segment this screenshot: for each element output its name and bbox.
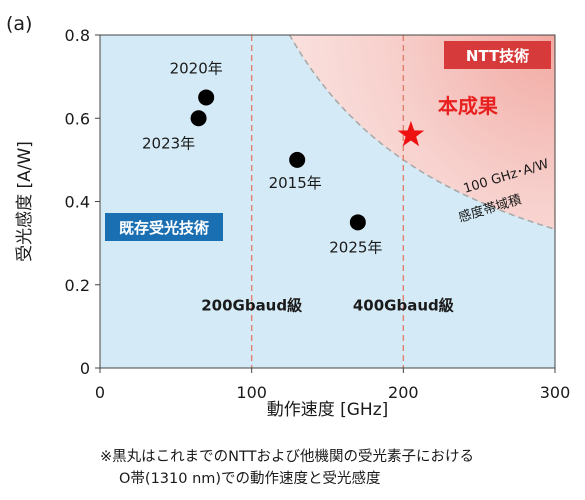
data-point: [289, 151, 306, 168]
reference-line-label-1: 200Gbaud級: [201, 297, 302, 315]
footnote-line-2: O帯(1310 nm)での動作速度と受光感度: [119, 471, 381, 487]
star-marker: [397, 120, 425, 147]
y-tick-label: 0.6: [65, 109, 90, 128]
x-tick-label: 100: [236, 383, 267, 402]
data-point: [198, 89, 215, 106]
ntt-tech-badge: [444, 41, 551, 69]
bandwidth-product-curve: [288, 35, 555, 231]
reference-line-label-2: 400Gbaud級: [353, 297, 454, 315]
y-tick-label: 0.4: [65, 193, 90, 212]
existing-tech-badge: [105, 213, 223, 241]
x-tick-label: 200: [388, 383, 419, 402]
data-point-label: 2025年: [329, 238, 382, 256]
y-tick-label: 0.8: [65, 26, 90, 45]
existing-tech-badge-label: 既存受光技術: [119, 219, 209, 237]
data-point-label: 2020年: [170, 59, 223, 77]
data-point: [349, 214, 366, 231]
ntt-tech-badge-label: NTT技術: [466, 47, 529, 65]
panel-label: (a): [6, 13, 32, 35]
footnote-line-1: ※黒丸はこれまでのNTTおよび他機関の受光素子における: [100, 449, 474, 465]
data-point-label: 2023年: [142, 134, 195, 152]
y-tick-label: 0: [80, 359, 90, 378]
x-axis-label: 動作速度 [GHz]: [267, 400, 389, 420]
footnote: ※黒丸はこれまでのNTTおよび他機関の受光素子における O帯(1310 nm)で…: [100, 446, 474, 490]
x-tick-label: 0: [95, 383, 105, 402]
data-point-label: 2015年: [269, 174, 322, 192]
x-tick-label: 300: [540, 383, 571, 402]
data-point: [190, 110, 207, 127]
y-tick-label: 0.2: [65, 276, 90, 295]
y-axis-label: 受光感度 [A/W]: [15, 141, 35, 262]
highlight-label: 本成果: [438, 94, 498, 118]
